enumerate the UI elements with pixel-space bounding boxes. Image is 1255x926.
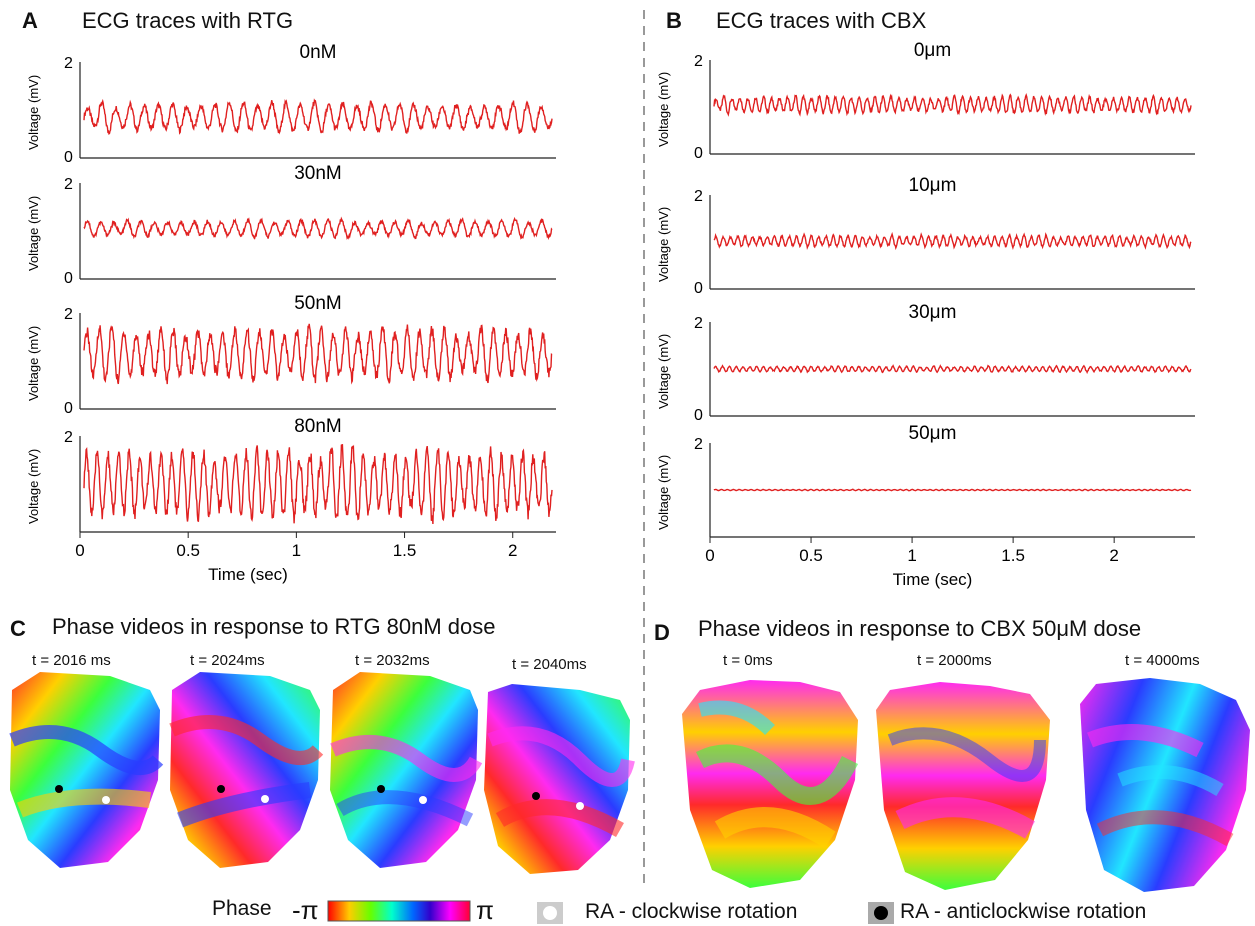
- y-tick-label: 0: [64, 270, 73, 287]
- y-tick-label: 2: [694, 315, 703, 332]
- ecg-trace: [713, 488, 1192, 492]
- y-tick-label: 0: [64, 149, 73, 166]
- series-title: 0nM: [300, 42, 337, 63]
- panel-b-title: ECG traces with CBX: [716, 8, 927, 33]
- panel-d-title: Phase videos in response to CBX 50μM dos…: [698, 616, 1142, 641]
- phase-colorbar: [327, 900, 471, 922]
- panel-divider: [643, 10, 645, 890]
- y-tick-label: 0: [64, 400, 73, 417]
- legend-anticlockwise-label: RA - anticlockwise rotation: [900, 900, 1147, 923]
- y-tick-label: 0: [694, 280, 703, 297]
- phase-legend-plus-pi: π: [476, 895, 494, 925]
- ra-clockwise-marker: [102, 796, 110, 804]
- y-axis-label: Voltage (mV): [656, 207, 671, 282]
- panel-c-title: Phase videos in response to RTG 80nM dos…: [52, 614, 496, 639]
- y-tick-label: 2: [64, 429, 73, 446]
- x-tick-label: 0: [705, 546, 714, 565]
- phase-time-d2: t = 2000ms: [917, 652, 992, 669]
- ecg-trace: [713, 231, 1192, 251]
- y-axis-label: Voltage (mV): [26, 449, 41, 524]
- series-title: 30nM: [294, 163, 342, 184]
- y-tick-label: 2: [694, 436, 703, 453]
- phase-time-c4: t = 2040ms: [512, 656, 587, 673]
- series-title: 80nM: [294, 416, 342, 437]
- series-title: 0μm: [914, 40, 951, 61]
- ecg-trace: [83, 216, 553, 241]
- y-axis-label: Voltage (mV): [656, 334, 671, 409]
- chart-a-ecg-rtg: 2 0 Voltage (mV) 0nM 2 0 Voltage (mV) 30nM 2 0 Vol…: [26, 42, 556, 584]
- ecg-trace: [83, 444, 553, 525]
- y-tick-label: 2: [694, 53, 703, 70]
- phase-map-c3: [330, 672, 483, 868]
- phase-map-c1: [9, 672, 164, 868]
- x-tick-label: 0: [75, 541, 84, 560]
- anticlockwise-legend-swatch: [868, 902, 894, 924]
- phase-time-d1: t = 0ms: [723, 652, 773, 669]
- phase-time-c1: t = 2016 ms: [32, 652, 111, 669]
- phase-time-d3: t = 4000ms: [1125, 652, 1200, 669]
- panel-b-letter: B: [666, 8, 682, 33]
- x-tick-label: 2: [508, 541, 517, 560]
- legend-clockwise-label: RA - clockwise rotation: [585, 900, 798, 923]
- phase-map-d3: [1080, 678, 1250, 892]
- series-title: 10μm: [909, 175, 957, 196]
- phase-map-c4: [484, 684, 635, 874]
- phase-map-d1: [682, 680, 859, 888]
- panel-a-title: ECG traces with RTG: [82, 8, 294, 33]
- ra-anticlockwise-marker: [55, 785, 63, 793]
- phase-legend-minus-pi: -π: [292, 895, 319, 925]
- y-tick-label: 2: [64, 306, 73, 323]
- phase-time-c2: t = 2024ms: [190, 652, 265, 669]
- ecg-trace: [713, 92, 1192, 117]
- x-tick-label: 1.5: [1001, 546, 1025, 565]
- x-tick-label: 1.5: [393, 541, 417, 560]
- x-axis-label: Time (sec): [893, 570, 973, 589]
- x-tick-label: 1: [292, 541, 301, 560]
- phase-time-c3: t = 2032ms: [355, 652, 430, 669]
- y-axis-label: Voltage (mV): [26, 326, 41, 401]
- clockwise-legend-swatch: [537, 902, 563, 924]
- y-axis-label: Voltage (mV): [26, 196, 41, 271]
- phase-map-d2: [876, 682, 1050, 890]
- ecg-trace: [713, 364, 1192, 375]
- phase-legend-label: Phase: [212, 897, 272, 920]
- x-tick-label: 2: [1109, 546, 1118, 565]
- y-tick-label: 2: [64, 176, 73, 193]
- x-axis-label: Time (sec): [208, 565, 288, 584]
- y-axis-label: Voltage (mV): [26, 75, 41, 150]
- panel-a-letter: A: [22, 8, 38, 33]
- ecg-trace: [83, 323, 553, 385]
- y-tick-label: 0: [694, 145, 703, 162]
- x-tick-label: 1: [907, 546, 916, 565]
- panel-c-letter: C: [10, 616, 26, 641]
- panel-d-letter: D: [654, 620, 670, 645]
- series-title: 50nM: [294, 293, 342, 314]
- x-tick-label: 0.5: [799, 546, 823, 565]
- y-axis-label: Voltage (mV): [656, 72, 671, 147]
- series-title: 30μm: [909, 302, 957, 323]
- series-title: 50μm: [909, 423, 957, 444]
- phase-map-c2: [169, 672, 324, 868]
- chart-b-ecg-cbx: 2 0 Voltage (mV) 0μm 2 0 Voltage (mV) 10μm 2 0 Vol…: [656, 40, 1195, 589]
- y-axis-label: Voltage (mV): [656, 455, 671, 530]
- y-tick-label: 0: [694, 407, 703, 424]
- y-tick-label: 2: [694, 188, 703, 205]
- x-tick-label: 0.5: [176, 541, 200, 560]
- ecg-trace: [83, 98, 553, 136]
- y-tick-label: 2: [64, 55, 73, 72]
